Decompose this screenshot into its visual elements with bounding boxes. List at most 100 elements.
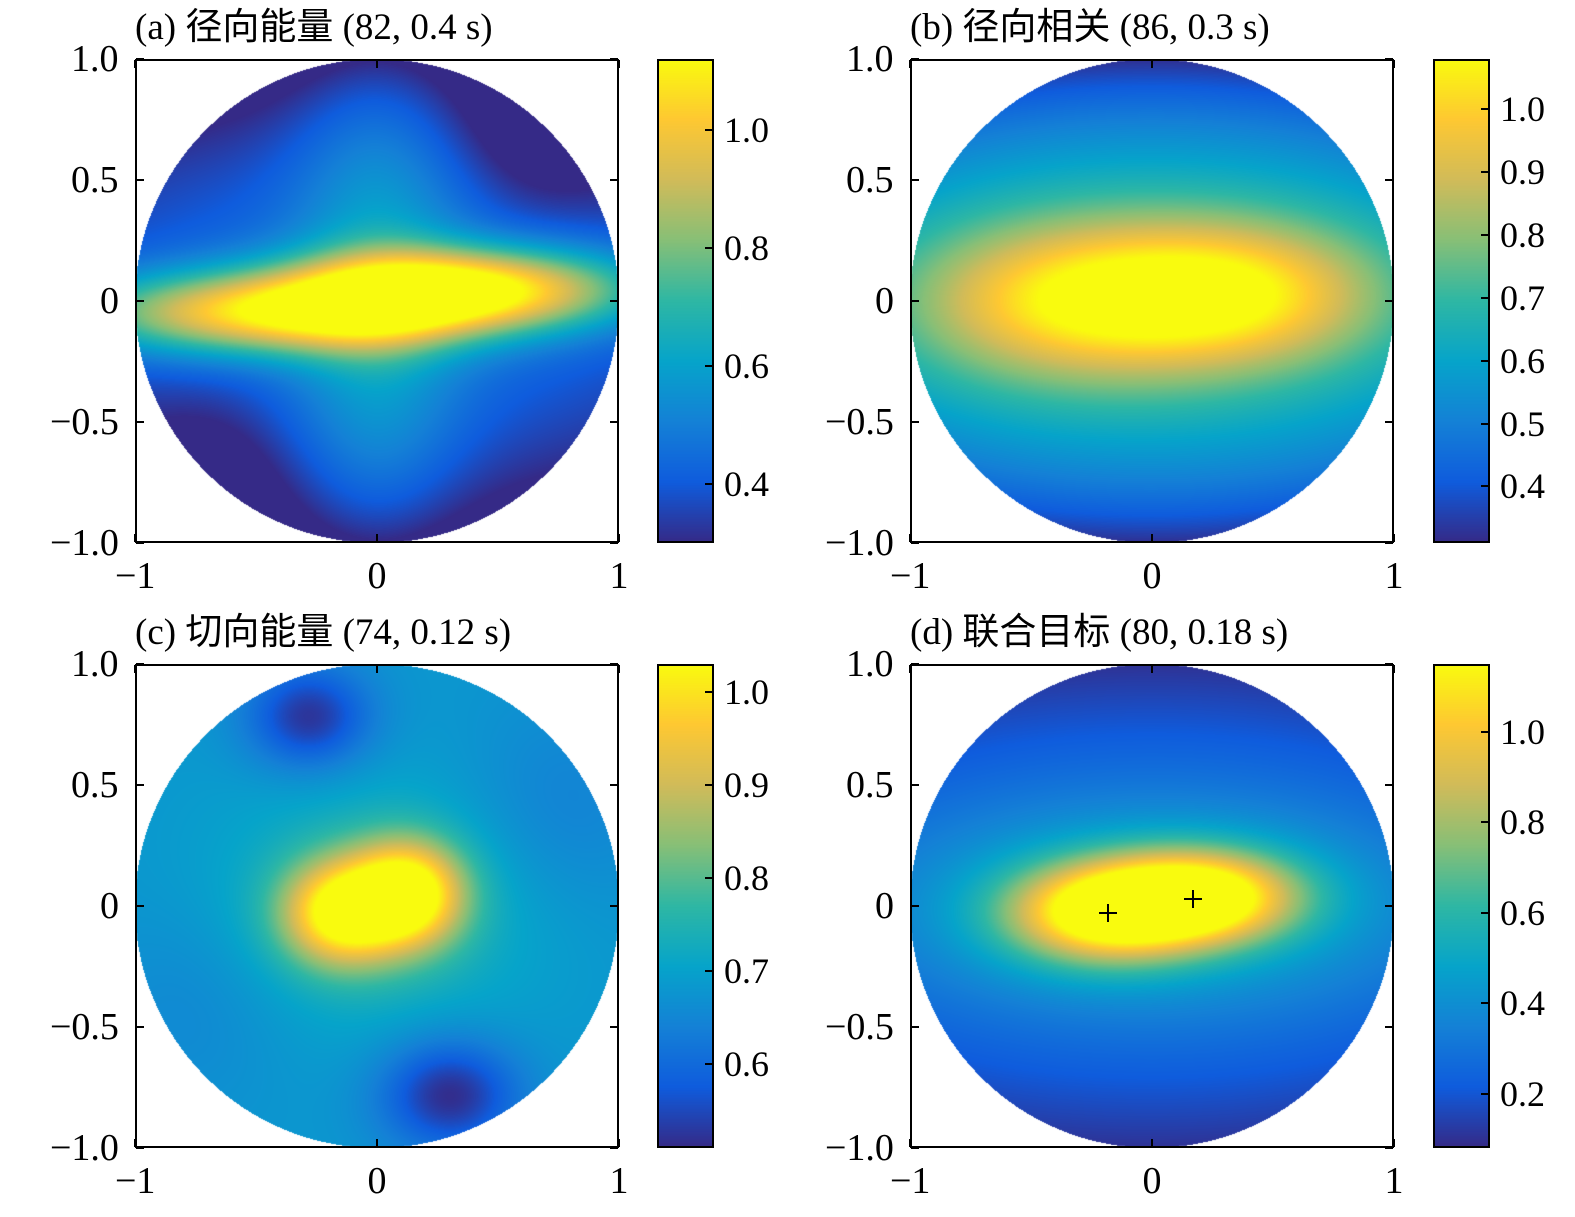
colorbar-tick (705, 970, 713, 973)
optimum-marker (1099, 904, 1118, 923)
y-tick (610, 905, 618, 907)
y-tick (911, 905, 919, 907)
y-tick-label: −0.5 (50, 1006, 119, 1048)
y-tick (136, 179, 144, 181)
y-tick (911, 179, 919, 181)
plot-frame (135, 664, 619, 1148)
x-tick-label: 0 (367, 555, 387, 597)
x-tick-label: 1 (609, 555, 629, 597)
x-tick (909, 534, 911, 542)
optimum-marker (1184, 889, 1203, 908)
y-tick-label: 0.5 (846, 159, 894, 201)
colorbar-tick (1481, 359, 1489, 362)
colorbar-tick-label: 0.8 (1500, 215, 1545, 255)
y-tick-label: −1.0 (50, 522, 119, 564)
y-tick (1385, 58, 1393, 60)
colorbar-gradient (657, 664, 714, 1148)
y-tick-label: −0.5 (825, 401, 894, 443)
y-tick-label: 1.0 (71, 643, 119, 685)
y-tick-label: −1.0 (50, 1127, 119, 1169)
y-tick (136, 300, 144, 302)
y-tick-label: 0 (100, 885, 119, 927)
colorbar-tick (705, 128, 713, 131)
colorbar-tick-label: 0.7 (1500, 277, 1545, 318)
colorbar-tick (705, 482, 713, 485)
colorbar-tick-label: 0.4 (1500, 983, 1545, 1024)
x-tick-label: −1 (890, 1160, 931, 1202)
colorbar-tick (1481, 911, 1489, 914)
heatmap-image (910, 59, 1394, 543)
panel-title: (c) 切向能量 (74, 0.12 s) (135, 612, 512, 653)
y-tick-label: 0 (875, 280, 894, 322)
colorbar-tick (705, 364, 713, 367)
colorbar (1433, 664, 1490, 1148)
y-tick (1385, 300, 1393, 302)
y-tick-label: 0.5 (846, 764, 894, 806)
y-tick (911, 58, 919, 60)
plot-frame (910, 664, 1394, 1148)
y-tick (911, 421, 919, 423)
colorbar (657, 664, 714, 1148)
x-tick (618, 665, 620, 673)
y-tick (1385, 421, 1393, 423)
colorbar-tick-label: 0.8 (724, 227, 769, 268)
colorbar-gradient (1433, 664, 1490, 1148)
y-tick (1385, 1026, 1393, 1028)
heatmap-image (135, 664, 619, 1148)
colorbar-tick (705, 690, 713, 693)
y-tick-label: 0 (100, 280, 119, 322)
x-tick (376, 665, 378, 673)
y-tick (911, 663, 919, 665)
y-tick-label: −1.0 (825, 1127, 894, 1169)
colorbar-tick (1481, 1092, 1489, 1095)
colorbar-tick-label: 1.0 (724, 671, 769, 712)
colorbar-tick-label: 0.2 (1500, 1073, 1545, 1114)
y-tick (610, 784, 618, 786)
x-tick (134, 1139, 136, 1147)
colorbar (1433, 59, 1490, 543)
y-tick (610, 58, 618, 60)
x-tick (1151, 1139, 1153, 1147)
x-tick-label: 0 (367, 1160, 387, 1202)
colorbar (657, 59, 714, 543)
x-tick (909, 60, 911, 68)
y-tick (136, 1147, 144, 1149)
y-tick-label: 1.0 (846, 643, 894, 685)
x-tick (376, 534, 378, 542)
x-tick-label: −1 (890, 555, 931, 597)
colorbar-tick (1481, 234, 1489, 236)
y-tick (911, 300, 919, 302)
heatmap-image (135, 59, 619, 543)
panel-title: (a) 径向能量 (82, 0.4 s) (135, 7, 493, 48)
x-tick (909, 1139, 911, 1147)
colorbar-tick (1481, 1002, 1489, 1005)
colorbar-tick-label: 0.4 (724, 463, 769, 504)
colorbar-tick-label: 0.6 (1500, 340, 1545, 381)
y-tick (610, 421, 618, 423)
x-tick (134, 665, 136, 673)
x-tick (618, 60, 620, 68)
x-tick (1393, 665, 1395, 673)
x-tick (618, 534, 620, 542)
y-tick (136, 663, 144, 665)
colorbar-tick-label: 0.4 (1500, 466, 1545, 507)
x-tick (1151, 534, 1153, 542)
colorbar-tick (1481, 171, 1489, 174)
colorbar-tick-label: 1.0 (1500, 711, 1545, 752)
colorbar-tick-label: 1.0 (724, 109, 769, 150)
plot-frame (910, 59, 1394, 543)
y-tick (911, 542, 919, 544)
y-tick (911, 1026, 919, 1028)
x-tick (618, 1139, 620, 1147)
x-tick-label: −1 (115, 1160, 156, 1202)
colorbar-tick-label: 0.8 (724, 858, 769, 899)
y-tick (610, 1026, 618, 1028)
panel-title: (b) 径向相关 (86, 0.3 s) (910, 7, 1270, 48)
y-tick (136, 58, 144, 60)
y-tick (1385, 905, 1393, 907)
y-tick-label: 0.5 (71, 764, 119, 806)
y-tick (136, 421, 144, 423)
colorbar-gradient (657, 59, 714, 543)
y-tick-label: 0 (875, 885, 894, 927)
plot-frame (135, 59, 619, 543)
